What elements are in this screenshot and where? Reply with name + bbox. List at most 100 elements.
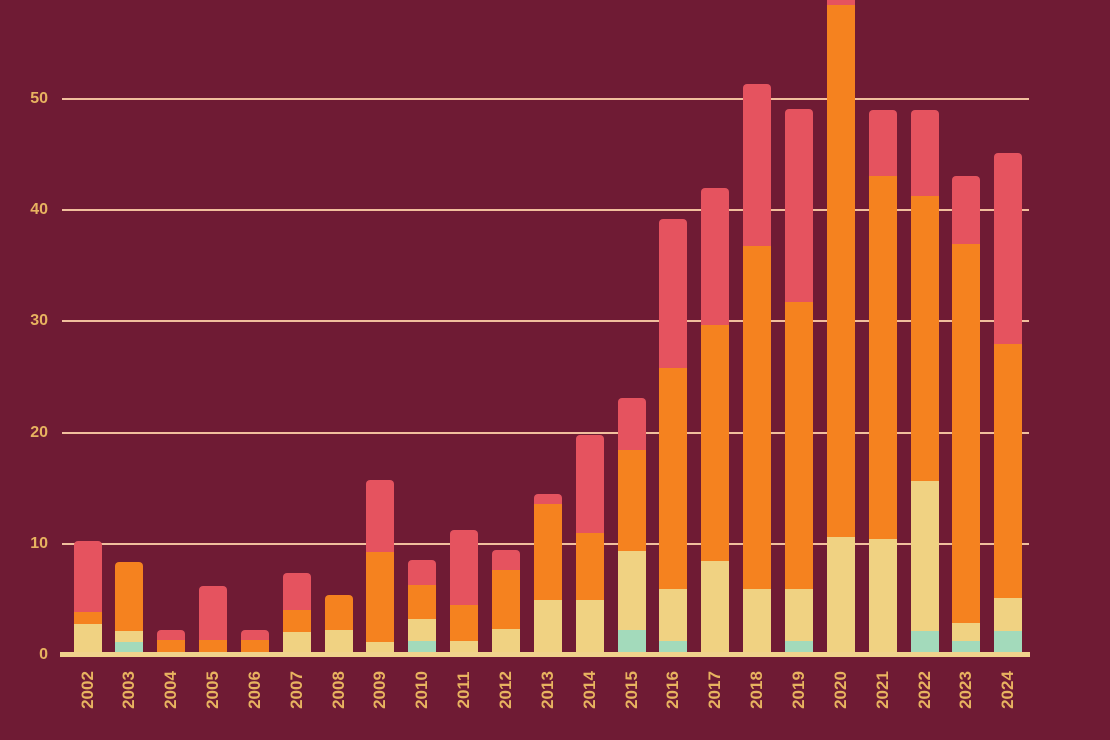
x-tick-label-2019: 2019 <box>788 671 808 709</box>
bar-segment-orange <box>199 639 228 652</box>
bar-segment-orange <box>282 609 311 632</box>
bar-segment-pink <box>994 152 1023 344</box>
bar-segment-cream <box>743 588 772 652</box>
bar-segment-orange <box>115 561 144 631</box>
bar-segment-pink <box>826 0 855 5</box>
bar-segment-cream <box>366 641 395 652</box>
bar-column-2005 <box>199 586 228 652</box>
bar-segment-orange <box>533 504 562 600</box>
bar-column-2006 <box>240 629 269 652</box>
bar-segment-pink <box>910 110 939 197</box>
bar-segment-cream <box>492 628 520 652</box>
bar-column-2024 <box>994 152 1023 652</box>
bar-segment-pink <box>952 176 981 244</box>
bar-segment-cream <box>575 599 604 652</box>
y-tick-label-30: 30 <box>30 312 48 330</box>
x-tick-label-2005: 2005 <box>203 671 223 709</box>
bar-segment-orange <box>659 368 688 589</box>
bar-segment-cream <box>617 550 646 630</box>
x-tick-label-2015: 2015 <box>621 671 641 709</box>
bar-column-2015 <box>617 398 646 652</box>
bar-segment-cream <box>701 560 730 652</box>
x-tick-label-2020: 2020 <box>830 671 850 709</box>
x-tick-label-2024: 2024 <box>998 671 1018 709</box>
bar-segment-pink <box>575 435 604 534</box>
bar-segment-pink <box>868 110 897 177</box>
bar-segment-cream <box>659 588 688 641</box>
bar-column-2023 <box>952 176 981 652</box>
x-tick-label-2016: 2016 <box>663 671 683 709</box>
bar-segment-cream <box>868 538 897 652</box>
bar-segment-cream <box>282 631 311 652</box>
bar-segment-cream <box>994 597 1023 631</box>
x-tick-label-2002: 2002 <box>77 671 97 709</box>
bar-segment-orange <box>952 243 981 624</box>
bar-segment-orange <box>701 325 730 561</box>
bar-column-2020 <box>826 0 855 652</box>
bar-column-2021 <box>868 110 897 652</box>
bar-segment-orange <box>910 196 939 481</box>
x-tick-label-2006: 2006 <box>244 671 264 709</box>
bar-segment-teal <box>994 630 1023 652</box>
bar-segment-pink <box>73 540 102 612</box>
bar-segment-pink <box>282 573 311 610</box>
bar-segment-cream <box>324 629 353 652</box>
bar-segment-orange <box>575 533 604 600</box>
bar-segment-teal <box>115 641 144 652</box>
x-tick-label-2004: 2004 <box>161 671 181 709</box>
bar-segment-orange <box>73 611 102 625</box>
bar-column-2002 <box>73 540 102 652</box>
bar-segment-pink <box>784 109 813 302</box>
bar-column-2012 <box>492 549 520 652</box>
bar-segment-orange <box>617 449 646 551</box>
bar-segment-teal <box>617 629 646 652</box>
bar-segment-orange <box>157 639 186 652</box>
x-tick-label-2012: 2012 <box>496 671 515 709</box>
x-tick-label-2013: 2013 <box>537 671 557 709</box>
bar-segment-pink <box>450 529 479 606</box>
bar-segment-pink <box>240 629 269 640</box>
bar-segment-orange <box>366 551 395 642</box>
bar-column-2007 <box>282 573 311 652</box>
bar-segment-cream <box>115 630 144 642</box>
bar-segment-pink <box>743 83 772 247</box>
bar-segment-orange <box>240 639 269 652</box>
x-tick-label-2003: 2003 <box>119 671 139 709</box>
bar-column-2003 <box>115 561 144 652</box>
x-tick-label-2018: 2018 <box>747 671 767 709</box>
bar-segment-pink <box>157 629 186 640</box>
x-tick-label-2008: 2008 <box>328 671 348 709</box>
bar-segment-orange <box>492 569 520 629</box>
bar-segment-pink <box>701 188 730 326</box>
bar-segment-orange <box>450 605 479 641</box>
bar-segment-cream <box>784 588 813 641</box>
bar-segment-teal <box>952 640 981 652</box>
bar-column-2011 <box>450 529 479 652</box>
bar-column-2016 <box>659 219 688 652</box>
bar-segment-orange <box>324 595 353 630</box>
x-tick-label-2023: 2023 <box>956 671 976 709</box>
bar-segment-teal <box>408 640 437 652</box>
bar-segment-teal <box>910 630 939 652</box>
x-tick-label-2021: 2021 <box>872 671 892 709</box>
bar-segment-cream <box>952 623 981 641</box>
bar-column-2017 <box>701 188 730 652</box>
x-tick-label-2007: 2007 <box>286 671 306 709</box>
bar-segment-cream <box>533 599 562 652</box>
bar-segment-teal <box>784 640 813 652</box>
bar-column-2004 <box>157 629 186 652</box>
bar-column-2014 <box>575 435 604 652</box>
x-tick-label-2011: 2011 <box>454 671 474 709</box>
bar-segment-orange <box>868 176 897 539</box>
bar-column-2019 <box>784 109 813 652</box>
bar-segment-pink <box>617 398 646 450</box>
y-tick-label-0: 0 <box>39 646 48 663</box>
bar-segment-orange <box>784 301 813 589</box>
bar-segment-cream <box>826 537 855 652</box>
bar-column-2008 <box>324 595 353 652</box>
bar-segment-pink <box>199 586 228 640</box>
x-tick-label-2014: 2014 <box>579 671 599 709</box>
bar-segment-orange <box>994 343 1023 598</box>
bar-segment-pink <box>492 549 520 570</box>
